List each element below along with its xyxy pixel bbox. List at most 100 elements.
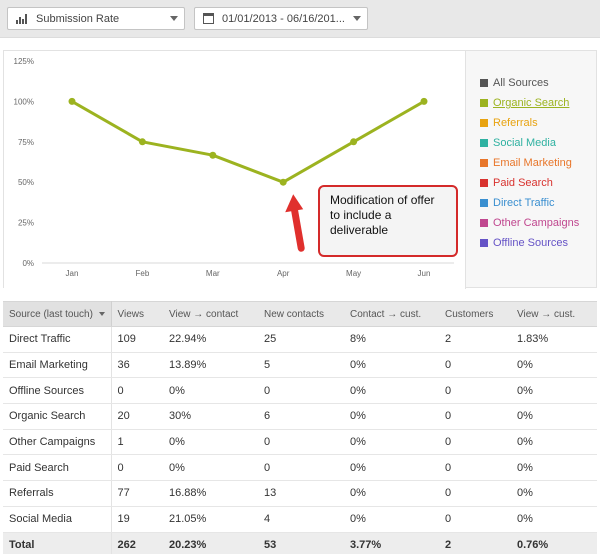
table-cell: 20 — [111, 403, 163, 430]
table-cell: 0% — [163, 377, 258, 405]
table-cell: 0 — [439, 480, 511, 507]
table-cell: 0% — [344, 377, 439, 405]
legend-label: Social Media — [493, 137, 556, 149]
table-cell: 0% — [511, 429, 597, 456]
table-cell: 22.94% — [163, 326, 258, 353]
legend-swatch — [480, 139, 488, 147]
table-total-row: Total 262 20.23% 53 3.77% 2 0.76% — [3, 532, 597, 554]
y-tick-label: 100% — [14, 97, 34, 106]
table-cell: 1 — [111, 429, 163, 456]
annotation-arrow-shaft — [290, 204, 305, 252]
legend-item[interactable]: Other Campaigns — [480, 213, 579, 233]
table-row: Email Marketing 36 13.89% 5 0% 0 0% — [3, 352, 597, 379]
table-cell: 0% — [344, 403, 439, 430]
legend-label: All Sources — [493, 77, 549, 89]
column-header[interactable]: New contacts — [258, 301, 344, 327]
table-cell: 0% — [344, 352, 439, 379]
legend-item[interactable]: Offline Sources — [480, 233, 579, 253]
data-point — [68, 97, 76, 105]
metric-dropdown[interactable]: Submission Rate — [7, 7, 185, 30]
table-row: Organic Search 20 30% 6 0% 0 0% — [3, 403, 597, 430]
legend-item[interactable]: Referrals — [480, 113, 579, 133]
legend-swatch — [480, 239, 488, 247]
date-range-dropdown[interactable]: 01/01/2013 - 06/16/201... — [194, 7, 368, 30]
table-row: Referrals 77 16.88% 13 0% 0 0% — [3, 480, 597, 507]
table-cell: 6 — [258, 403, 344, 430]
sort-caret-icon — [98, 311, 105, 316]
source-name-cell: Organic Search — [3, 403, 112, 430]
source-name-cell: Email Marketing — [3, 352, 112, 379]
column-header[interactable]: View → cust. — [511, 301, 597, 327]
table-cell: 0% — [344, 454, 439, 482]
legend-item[interactable]: Social Media — [480, 133, 579, 153]
series-line — [71, 100, 425, 184]
column-header[interactable]: Views — [111, 301, 163, 327]
table-cell: 0 — [258, 429, 344, 456]
source-name-cell: Offline Sources — [3, 377, 112, 405]
y-tick-label: 125% — [14, 57, 34, 66]
calendar-icon — [203, 13, 214, 24]
annotation-text: Modification of offer to include a deliv… — [330, 193, 435, 237]
chart-plot-area: 0% 25% 50% 75% 100% 125% Jan Feb Mar Apr May Jun — [4, 51, 466, 289]
table-cell: 4 — [258, 506, 344, 533]
metric-dropdown-value: Submission Rate — [36, 12, 120, 25]
table-cell: 0% — [511, 454, 597, 482]
legend-item[interactable]: Direct Traffic — [480, 193, 579, 213]
table-cell: 13.89% — [163, 352, 258, 379]
table-cell: 16.88% — [163, 480, 258, 507]
chart-legend: All Sources Organic Search Referrals Social… — [480, 73, 579, 253]
column-header-label: New contacts — [264, 308, 325, 320]
table-cell: 0% — [511, 506, 597, 533]
bar-chart-icon — [16, 13, 28, 24]
table-cell: 0% — [511, 403, 597, 430]
table-cell: 21.05% — [163, 506, 258, 533]
y-tick-label: 0% — [22, 259, 34, 268]
y-tick-label: 25% — [18, 219, 34, 228]
column-header[interactable]: Contact → cust. — [344, 301, 439, 327]
source-name-cell: Paid Search — [3, 454, 112, 482]
source-name-cell: Total — [3, 532, 112, 554]
table-cell: 0% — [511, 377, 597, 405]
legend-item[interactable]: All Sources — [480, 73, 579, 93]
table-cell: 2 — [439, 532, 511, 554]
table-cell: 109 — [111, 326, 163, 353]
legend-swatch — [480, 199, 488, 207]
table-cell: 0.76% — [511, 532, 597, 554]
table-cell: 0 — [439, 454, 511, 482]
table-cell: 1.83% — [511, 326, 597, 353]
chevron-down-icon — [170, 16, 178, 21]
data-point — [350, 138, 358, 146]
table-cell: 0 — [439, 403, 511, 430]
source-name-cell: Direct Traffic — [3, 326, 112, 353]
table-cell: 19 — [111, 506, 163, 533]
annotation-arrow-head — [285, 194, 304, 213]
legend-swatch — [480, 159, 488, 167]
table-cell: 8% — [344, 326, 439, 353]
legend-item[interactable]: Email Marketing — [480, 153, 579, 173]
legend-label: Email Marketing — [493, 157, 572, 169]
table-cell: 0% — [344, 429, 439, 456]
source-name-cell: Social Media — [3, 506, 112, 533]
annotation-callout: Modification of offer to include a deliv… — [318, 185, 458, 257]
date-range-value: 01/01/2013 - 06/16/201... — [222, 12, 345, 25]
table-row: Paid Search 0 0% 0 0% 0 0% — [3, 454, 597, 482]
column-header[interactable]: Source (last touch) — [3, 301, 112, 327]
legend-label: Offline Sources — [493, 237, 569, 249]
table-cell: 0 — [439, 506, 511, 533]
legend-label: Paid Search — [493, 177, 553, 189]
column-header-label: Customers — [445, 308, 494, 320]
chevron-down-icon — [353, 16, 361, 21]
legend-swatch — [480, 99, 488, 107]
column-header[interactable]: Customers — [439, 301, 511, 327]
legend-item[interactable]: Organic Search — [480, 93, 579, 113]
data-point — [279, 178, 287, 186]
table-cell: 0% — [511, 480, 597, 507]
table-row: Social Media 19 21.05% 4 0% 0 0% — [3, 506, 597, 533]
y-tick-label: 50% — [18, 178, 34, 187]
column-header[interactable]: View → contact — [163, 301, 258, 327]
legend-item[interactable]: Paid Search — [480, 173, 579, 193]
table-cell: 0 — [111, 377, 163, 405]
legend-swatch — [480, 179, 488, 187]
table-row: Direct Traffic 109 22.94% 25 8% 2 1.83% — [3, 326, 597, 353]
source-name-cell: Other Campaigns — [3, 429, 112, 456]
